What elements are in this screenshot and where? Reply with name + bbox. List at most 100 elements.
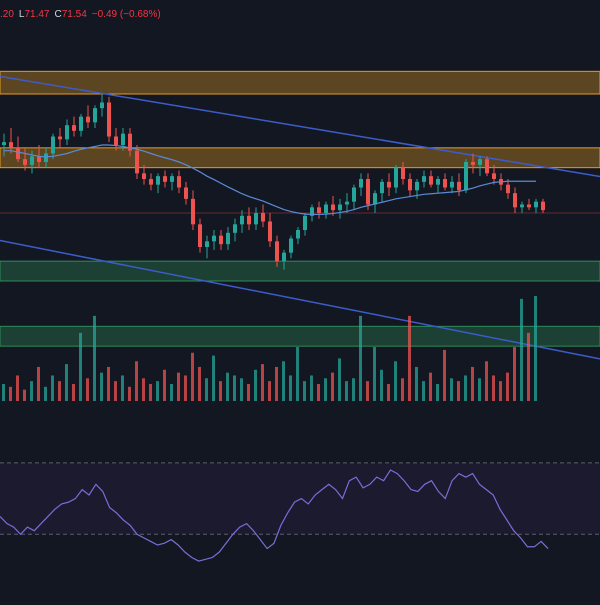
candle-body	[331, 204, 335, 211]
volume-bar	[527, 332, 530, 401]
candle-body	[415, 181, 419, 191]
candle-body	[366, 179, 370, 205]
volume-bar	[86, 378, 89, 401]
candle-body	[408, 179, 412, 191]
volume-bar	[58, 381, 61, 401]
candle-body	[303, 215, 307, 230]
candle-body	[100, 102, 104, 109]
candle-body	[534, 201, 538, 208]
volume-bar	[65, 364, 68, 401]
candle-body	[86, 116, 90, 123]
volume-bar	[156, 381, 159, 401]
volume-bar	[450, 378, 453, 401]
volume-bar	[380, 369, 383, 401]
candle-body	[436, 179, 440, 185]
candle-body	[2, 142, 6, 145]
candle-body	[345, 201, 349, 205]
volume-bar	[170, 383, 173, 401]
volume-bar	[387, 383, 390, 401]
candle-body	[191, 198, 195, 225]
volume-bar	[394, 361, 397, 401]
candle-body	[268, 221, 272, 242]
volume-bar	[352, 378, 355, 401]
candle-body	[163, 176, 167, 182]
candle-body	[212, 235, 216, 242]
volume-layer	[2, 296, 537, 401]
volume-bar	[142, 378, 145, 401]
candle-body	[478, 159, 482, 165]
volume-bar	[282, 361, 285, 401]
candle-body	[121, 133, 125, 145]
candle-body	[506, 184, 510, 194]
candle-body	[247, 215, 251, 225]
candle-body	[156, 176, 160, 185]
candle-body	[317, 207, 321, 213]
volume-bar	[499, 381, 502, 401]
volume-bar	[121, 375, 124, 401]
moving-average-layer	[4, 144, 536, 216]
candle-body	[23, 159, 27, 165]
volume-bar	[51, 375, 54, 401]
close-label: C	[54, 9, 62, 20]
candle-body	[380, 181, 384, 194]
volume-bar	[289, 375, 292, 401]
volume-bar	[534, 296, 537, 401]
volume-bar	[135, 361, 138, 401]
volume-bar	[268, 381, 271, 401]
candles-layer	[2, 94, 545, 270]
candle-body	[205, 241, 209, 247]
candle-body	[16, 147, 20, 160]
candle-body	[513, 193, 517, 208]
volume-bar	[198, 366, 201, 401]
volume-bar	[226, 372, 229, 401]
candle-body	[65, 125, 69, 140]
candle-body	[324, 204, 328, 213]
candle-body	[135, 150, 139, 174]
volume-bar	[184, 375, 187, 401]
volume-bar	[247, 383, 250, 401]
candle-body	[471, 162, 475, 165]
rsi-line	[0, 469, 549, 562]
volume-bar	[513, 347, 516, 401]
volume-bar	[408, 315, 411, 401]
volume-bar	[492, 375, 495, 401]
candle-body	[72, 125, 76, 131]
volume-bar	[345, 381, 348, 401]
candle-body	[450, 181, 454, 188]
volume-bar	[254, 369, 257, 401]
volume-bar	[107, 366, 110, 401]
volume-bar	[436, 383, 439, 401]
candle-body	[359, 179, 363, 188]
candle-body	[429, 176, 433, 185]
candle-body	[527, 204, 531, 208]
volume-bar	[506, 372, 509, 401]
candle-body	[44, 153, 48, 162]
moving-average-line	[4, 144, 536, 216]
candle-body	[37, 156, 41, 162]
volume-bar	[457, 381, 460, 401]
candle-body	[170, 176, 174, 182]
candle-body	[226, 232, 230, 245]
volume-bar	[303, 381, 306, 401]
low-label: L	[18, 9, 25, 20]
volume-bar	[261, 364, 264, 401]
resistance-zone-0	[0, 70, 600, 95]
volume-bar	[338, 358, 341, 401]
volume-bar	[212, 355, 215, 401]
candle-body	[107, 102, 111, 137]
volume-bar	[9, 386, 12, 401]
candle-body	[93, 108, 97, 123]
open-value: .20	[0, 9, 14, 20]
volume-bar	[296, 347, 299, 401]
candle-body	[394, 167, 398, 188]
support-zone-3	[0, 325, 600, 347]
volume-bar	[93, 315, 96, 401]
candle-body	[387, 181, 391, 188]
volume-bar	[128, 386, 131, 401]
close-value: 71.54	[61, 9, 87, 20]
volume-bar	[359, 315, 362, 401]
candle-body	[282, 252, 286, 262]
volume-bar	[366, 381, 369, 401]
